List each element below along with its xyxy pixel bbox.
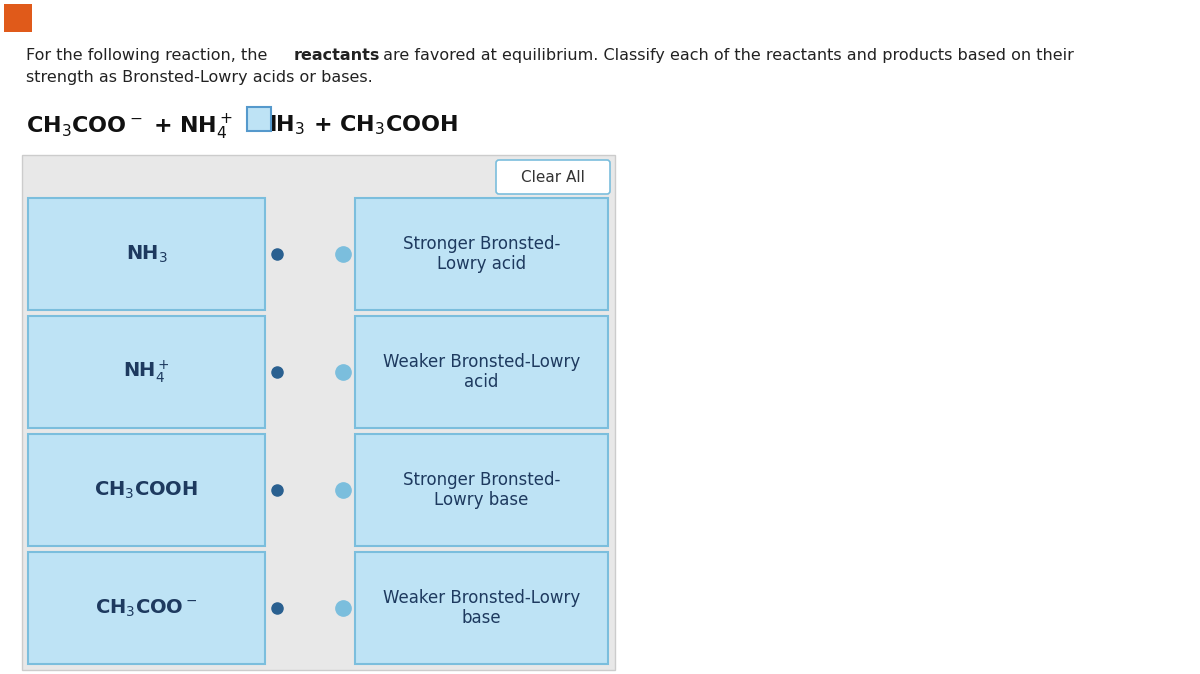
FancyBboxPatch shape (4, 4, 32, 32)
FancyBboxPatch shape (355, 198, 608, 310)
Text: NH$_4^+$: NH$_4^+$ (124, 359, 170, 386)
FancyBboxPatch shape (22, 155, 616, 670)
Text: CH$_3$COOH: CH$_3$COOH (95, 479, 198, 501)
FancyBboxPatch shape (355, 316, 608, 428)
FancyBboxPatch shape (28, 552, 265, 664)
Text: NH$_3$ + CH$_3$COOH: NH$_3$ + CH$_3$COOH (258, 113, 458, 137)
FancyBboxPatch shape (28, 434, 265, 546)
Text: NH$_3$: NH$_3$ (126, 243, 168, 265)
Text: are favored at equilibrium. Classify each of the reactants and products based on: are favored at equilibrium. Classify eac… (378, 48, 1074, 63)
Text: Clear All: Clear All (521, 169, 584, 185)
FancyBboxPatch shape (355, 552, 608, 664)
FancyBboxPatch shape (28, 198, 265, 310)
Text: Weaker Bronsted-Lowry
acid: Weaker Bronsted-Lowry acid (383, 353, 580, 392)
FancyBboxPatch shape (28, 316, 265, 428)
Text: strength as Bronsted-Lowry acids or bases.: strength as Bronsted-Lowry acids or base… (26, 70, 373, 85)
Text: Weaker Bronsted-Lowry
base: Weaker Bronsted-Lowry base (383, 588, 580, 627)
Text: ?: ? (254, 112, 263, 126)
FancyBboxPatch shape (247, 107, 271, 131)
FancyBboxPatch shape (496, 160, 610, 194)
Text: CH$_3$COO$^-$: CH$_3$COO$^-$ (95, 597, 198, 619)
FancyBboxPatch shape (355, 434, 608, 546)
Text: Stronger Bronsted-
Lowry base: Stronger Bronsted- Lowry base (403, 470, 560, 510)
Text: Stronger Bronsted-
Lowry acid: Stronger Bronsted- Lowry acid (403, 235, 560, 274)
Text: CH$_3$COO$^-$ + NH$_4^+$: CH$_3$COO$^-$ + NH$_4^+$ (26, 113, 233, 142)
Text: For the following reaction, the: For the following reaction, the (26, 48, 272, 63)
Text: reactants: reactants (294, 48, 380, 63)
